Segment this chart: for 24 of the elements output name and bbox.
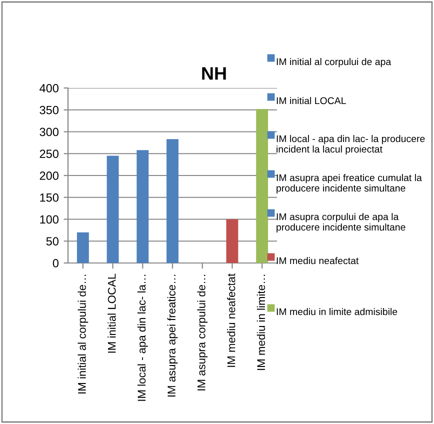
legend-label: IM mediu in limite admisibile — [276, 308, 398, 316]
y-tick-label: 50 — [46, 237, 59, 246]
legend-label: IM asupra apei freatice cumulat la producere incidente simultane — [276, 174, 422, 194]
chart-title: NH — [202, 67, 226, 80]
legend-label: IM initial LOCAL — [276, 97, 346, 104]
y-tick-label: 150 — [40, 193, 59, 202]
legend-label: IM initial al corpului de apa — [276, 58, 392, 68]
y-tick-label: 0 — [52, 259, 59, 268]
legend-label: IM mediu neafectat — [276, 257, 359, 264]
legend-label: IM local - apa din lac- la producere incident la lacul proiectat — [276, 135, 425, 155]
x-tick-label: IM local - apa din lac- la… — [137, 274, 148, 401]
legend-label: IM asupra corpului de apa la producere incidente simultane — [276, 213, 406, 233]
y-tick-label: 400 — [40, 84, 59, 92]
y-tick-label: 100 — [40, 215, 59, 224]
x-tick-label: IM initial LOCAL — [108, 274, 116, 353]
x-tick-label: IM initial al corpului de… — [78, 274, 88, 394]
y-tick-label: 350 — [40, 106, 59, 114]
y-tick-label: 250 — [40, 150, 59, 158]
x-tick-label: IM mediu neafectat — [227, 273, 236, 367]
y-tick-label: 300 — [40, 128, 59, 136]
x-tick-label: IM asupra apei freatice… — [167, 274, 178, 397]
y-tick-label: 200 — [40, 172, 59, 180]
x-tick-label: IM mediu in limite… — [256, 274, 266, 370]
x-tick-label: IM asupra corpului de… — [197, 274, 208, 390]
